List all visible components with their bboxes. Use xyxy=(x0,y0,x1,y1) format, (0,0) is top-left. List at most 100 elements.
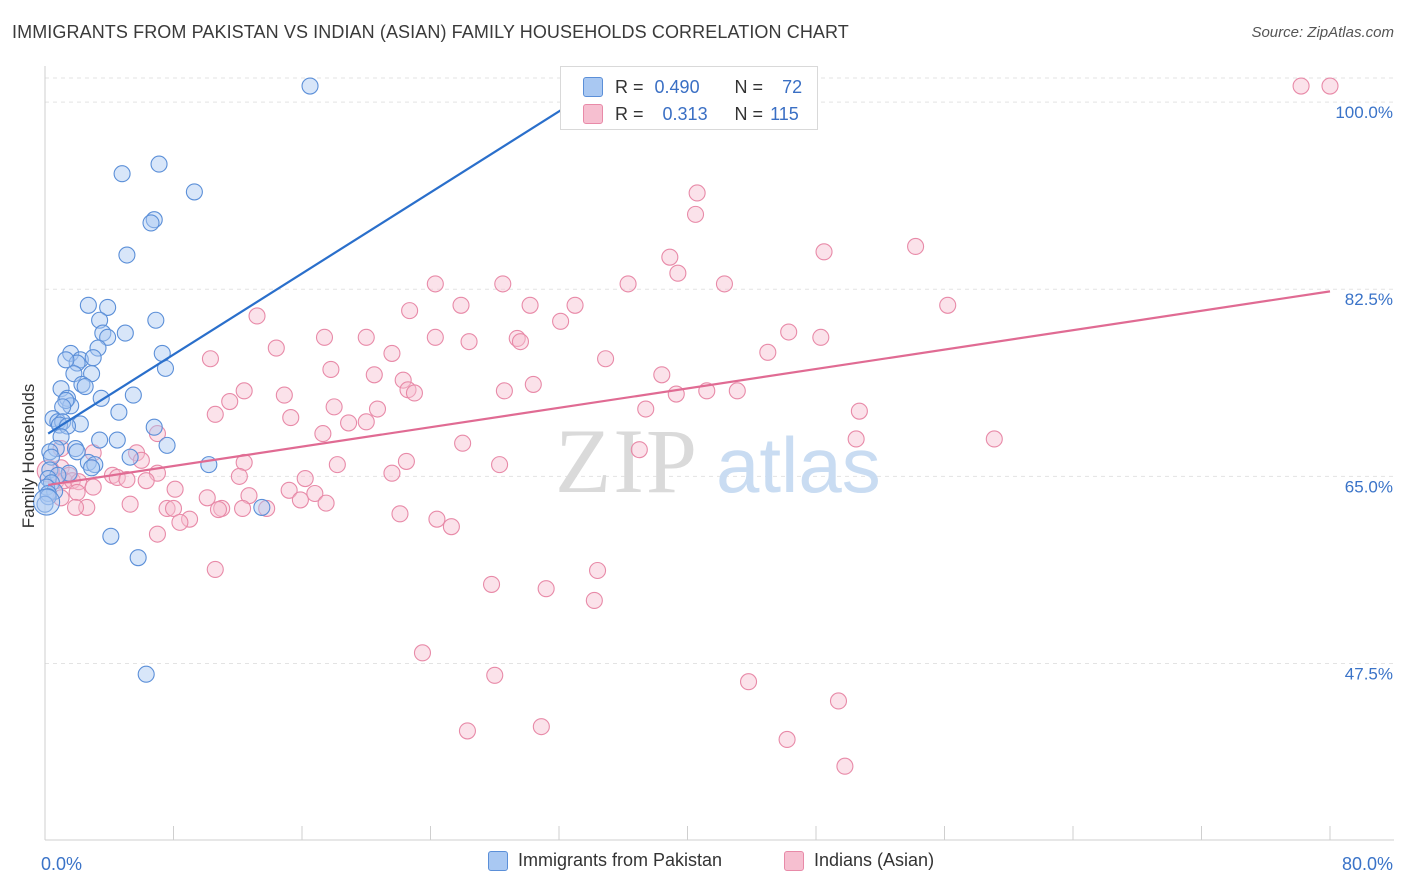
source-label: Source: ZipAtlas.com xyxy=(1251,24,1394,41)
indian-point xyxy=(267,339,285,357)
stats-n-value: 115 xyxy=(770,103,799,124)
indian-point xyxy=(1321,77,1339,95)
stats-swatch-indian xyxy=(583,104,603,124)
pakistan-point xyxy=(91,431,109,449)
indian-point xyxy=(383,344,401,362)
trend-lines xyxy=(47,85,1331,487)
pakistan-point xyxy=(68,354,86,372)
indian-point xyxy=(669,264,687,282)
pakistan-point xyxy=(99,298,117,316)
indian-point xyxy=(524,375,542,393)
stats-r-value: 0.490 xyxy=(654,76,700,97)
indian-point xyxy=(137,472,155,490)
indian-point xyxy=(383,464,401,482)
indian-point xyxy=(482,575,501,593)
indian-point xyxy=(850,402,868,420)
pakistan-point xyxy=(79,296,97,314)
indian-point xyxy=(452,296,470,314)
indian-point xyxy=(340,414,358,432)
indian-point xyxy=(836,757,854,775)
indian-point xyxy=(985,430,1003,448)
pakistan-point xyxy=(118,246,136,264)
indian-point xyxy=(728,382,746,400)
pakistan-point xyxy=(301,77,319,95)
indian-point xyxy=(314,425,332,443)
indian-point xyxy=(597,350,615,368)
indian-point xyxy=(158,499,176,518)
indian-trend-line xyxy=(48,290,1331,487)
indian-point xyxy=(428,510,446,528)
legend-label-pakistan: Immigrants from Pakistan xyxy=(518,850,723,870)
pakistan-point xyxy=(145,418,163,436)
indian-point xyxy=(171,513,189,531)
pakistan-points xyxy=(33,77,319,683)
indian-point xyxy=(132,451,150,469)
indian-point xyxy=(394,371,412,389)
pakistan-trend-line xyxy=(47,85,600,435)
pakistan-point xyxy=(147,311,165,329)
indian-point xyxy=(201,350,219,368)
indian-point xyxy=(148,525,166,543)
pakistan-point xyxy=(71,415,89,433)
pakistan-point xyxy=(71,351,89,369)
indian-point xyxy=(688,184,706,202)
indian-point xyxy=(206,405,224,423)
x-tick-label: 0.0% xyxy=(41,854,82,874)
y-tick-label: 82.5% xyxy=(1345,290,1393,309)
indian-point xyxy=(630,441,648,459)
indian-point xyxy=(397,452,415,470)
stats-row-pakistan: R = 0.490 N = 72 xyxy=(583,74,802,100)
indian-point xyxy=(426,328,444,346)
indian-point xyxy=(365,366,383,384)
indian-point xyxy=(511,333,530,351)
indian-point xyxy=(291,491,309,509)
indian-point xyxy=(537,580,555,598)
legend-item-pakistan[interactable]: Immigrants from Pakistan xyxy=(488,850,722,871)
indian-point xyxy=(391,505,409,523)
y-tick-label: 100.0% xyxy=(1335,103,1393,122)
pakistan-point xyxy=(137,665,155,683)
pakistan-point xyxy=(86,456,104,474)
y-axis-label: Family Households xyxy=(19,383,38,529)
pakistan-point xyxy=(91,311,109,329)
pakistan-point xyxy=(33,488,61,516)
legend-swatch-indian xyxy=(784,850,804,871)
stats-n-value: 72 xyxy=(782,76,803,97)
pakistan-point xyxy=(44,410,62,428)
indian-point xyxy=(234,499,252,518)
indian-point xyxy=(442,518,460,536)
legend-label-indian: Indians (Asian) xyxy=(814,850,935,870)
indian-point xyxy=(829,692,848,710)
indian-point xyxy=(357,413,375,431)
pakistan-point xyxy=(116,324,134,342)
indian-point xyxy=(206,560,224,578)
legend-item-indian[interactable]: Indians (Asian) xyxy=(784,850,934,871)
indian-point xyxy=(491,456,509,474)
indian-point xyxy=(508,329,526,347)
y-tick-label: 47.5% xyxy=(1345,665,1393,684)
indian-point xyxy=(413,644,432,662)
indian-point xyxy=(778,730,796,749)
chart-title: IMMIGRANTS FROM PAKISTAN VS INDIAN (ASIA… xyxy=(12,22,849,42)
pakistan-point xyxy=(129,549,147,567)
indian-point xyxy=(812,328,830,346)
indian-point xyxy=(368,400,387,418)
pakistan-point xyxy=(68,443,86,461)
indian-point xyxy=(495,382,513,400)
watermark-zip: ZIP xyxy=(555,410,699,512)
indian-point xyxy=(653,366,671,384)
legend: Immigrants from Pakistan Indians (Asian) xyxy=(0,850,1406,880)
pakistan-point xyxy=(142,214,160,232)
indian-point xyxy=(619,275,637,293)
indian-point xyxy=(322,360,340,378)
pakistan-point xyxy=(121,448,139,466)
stats-r-label: R = xyxy=(615,103,644,124)
pakistan-point xyxy=(57,351,75,369)
pakistan-point xyxy=(185,183,203,201)
indian-point xyxy=(426,275,444,293)
indian-point xyxy=(118,471,136,489)
stats-n-label: N = xyxy=(734,103,764,124)
indian-point xyxy=(739,673,758,691)
indian-point xyxy=(296,469,314,488)
watermark-atlas: atlas xyxy=(716,421,881,509)
